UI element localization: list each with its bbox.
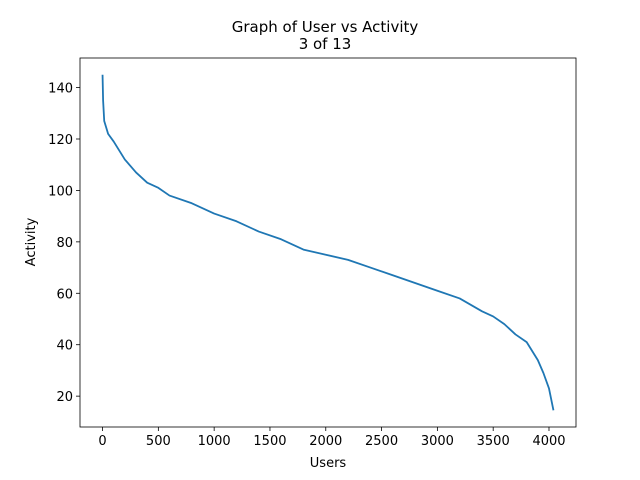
y-tick-label: 120 — [48, 133, 73, 148]
x-tick-label: 1000 — [198, 434, 231, 449]
x-tick-label: 4000 — [532, 434, 565, 449]
x-tick-label: 3000 — [421, 434, 454, 449]
x-tick-label: 0 — [98, 434, 106, 449]
y-tick-label: 60 — [56, 287, 73, 302]
plot-frame — [79, 57, 577, 428]
y-tick-label: 80 — [56, 236, 73, 251]
x-tick-label: 1500 — [253, 434, 286, 449]
chart-subtitle: 3 of 13 — [299, 35, 352, 53]
data-line — [101, 74, 555, 411]
y-tick-label: 100 — [48, 184, 73, 199]
x-tick-label: 500 — [146, 434, 171, 449]
y-tick-label: 20 — [56, 390, 73, 405]
y-tick-label: 140 — [48, 82, 73, 97]
x-tick-label: 3500 — [477, 434, 510, 449]
y-tick-label: 40 — [56, 339, 73, 354]
y-axis-label: Activity — [24, 217, 39, 266]
x-tick-label: 2500 — [365, 434, 398, 449]
chart-title: Graph of User vs Activity — [232, 18, 419, 36]
x-tick-label: 2000 — [309, 434, 342, 449]
x-axis-label: Users — [310, 456, 347, 471]
